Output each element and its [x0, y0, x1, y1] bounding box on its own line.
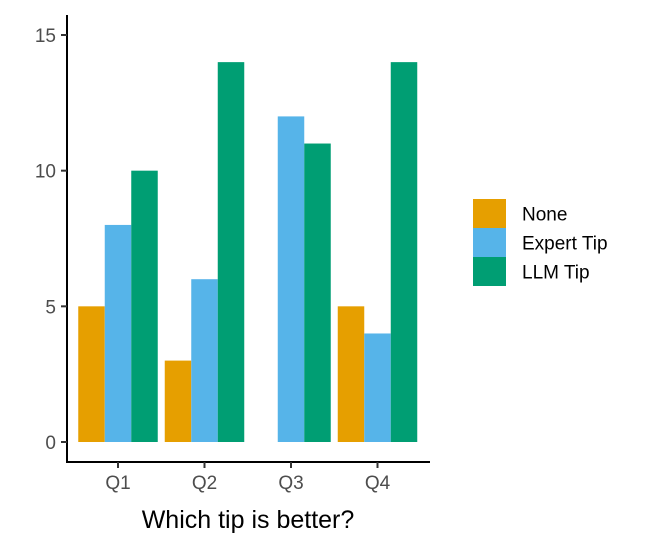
legend-key-none	[473, 199, 506, 228]
legend-label-expert-tip: Expert Tip	[522, 234, 608, 255]
legend: None Expert Tip LLM Tip	[473, 199, 608, 286]
x-axis-title: Which tip is better?	[142, 506, 355, 534]
bars-group	[78, 62, 418, 443]
x-tick-label: Q2	[192, 473, 217, 494]
bar-llm-tip-q2	[217, 62, 245, 442]
bar-llm-tip-q4	[390, 62, 418, 442]
y-tick-label: 5	[45, 297, 56, 318]
bar-expert-tip-q1	[104, 224, 132, 442]
bar-llm-tip-q1	[131, 170, 158, 443]
bar-llm-tip-q3	[304, 143, 331, 442]
bar-none-q4	[337, 306, 365, 442]
bar-expert-tip-q4	[364, 333, 391, 442]
y-axis: 0 5 10 15	[35, 15, 68, 462]
legend-key-llm-tip	[473, 257, 506, 286]
legend-label-llm-tip: LLM Tip	[522, 263, 590, 284]
x-tick-label: Q4	[365, 473, 391, 494]
bar-expert-tip-q2	[191, 279, 218, 442]
legend-key-expert-tip	[473, 228, 506, 257]
legend-label-none: None	[522, 205, 567, 226]
bar-expert-tip-q3	[277, 116, 305, 443]
x-axis: Q1 Q2 Q3 Q4	[66, 461, 430, 494]
y-tick-label: 10	[35, 162, 56, 183]
y-tick-label: 0	[45, 433, 56, 454]
y-tick-label: 15	[35, 26, 56, 47]
x-tick-label: Q3	[278, 473, 303, 494]
bar-none-q1	[78, 306, 105, 442]
bar-none-q2	[164, 360, 192, 442]
x-tick-label: Q1	[105, 473, 130, 494]
